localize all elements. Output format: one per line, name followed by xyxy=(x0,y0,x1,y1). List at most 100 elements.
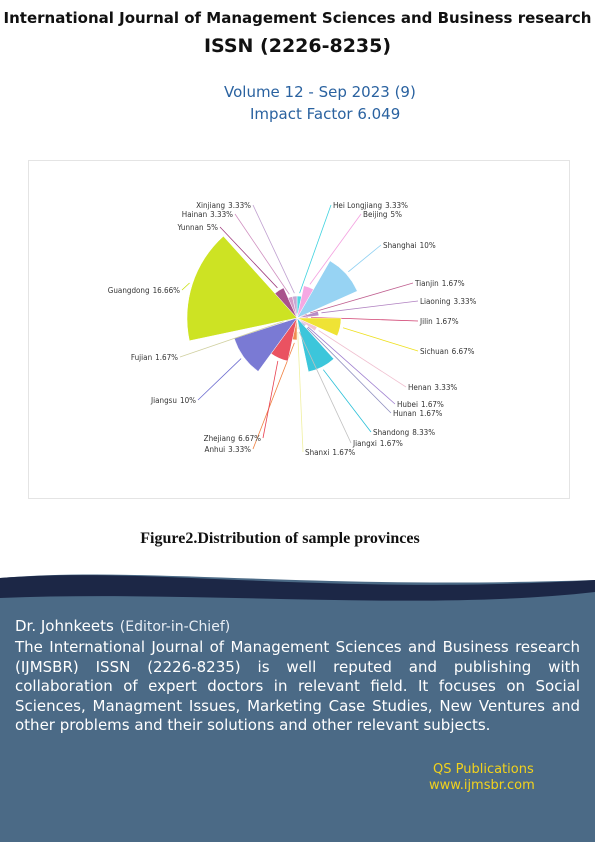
value-label: 3.33% xyxy=(454,297,477,306)
slice-label: Tianjin 1.67% xyxy=(414,279,465,288)
slice-label: Henan 3.33% xyxy=(408,383,457,392)
value-label: 3.33% xyxy=(210,210,233,219)
category-label: Tianjin xyxy=(414,279,439,288)
slice-label: Jilin 1.67% xyxy=(419,317,459,326)
value-label: 3.33% xyxy=(385,201,408,210)
bottom-panel xyxy=(0,574,595,842)
category-label: Jiangsu xyxy=(150,396,177,405)
leader-line xyxy=(219,226,278,289)
leader-line xyxy=(307,326,396,405)
value-label: 6.67% xyxy=(238,434,261,443)
leader-line xyxy=(299,204,332,294)
rose-wedge xyxy=(296,317,342,337)
leader-line xyxy=(306,327,392,414)
category-label: Hei Longjiang xyxy=(333,201,382,210)
slice-label: Jiangxi 1.67% xyxy=(352,439,403,448)
figure-frame xyxy=(28,160,570,499)
value-label: 1.67% xyxy=(380,439,403,448)
leader-line xyxy=(252,204,295,294)
slice-label: Shanxi 1.67% xyxy=(305,448,355,457)
category-label: Sichuan xyxy=(420,347,449,356)
leader-line xyxy=(297,331,304,453)
value-label: 1.67% xyxy=(421,400,444,409)
leader-line xyxy=(309,213,362,285)
value-label: 3.33% xyxy=(228,445,251,454)
journal-title: International Journal of Management Scie… xyxy=(3,9,592,27)
category-label: Anhui xyxy=(205,445,226,454)
slice-label: Xinjiang 3.33% xyxy=(196,201,251,210)
leader-line xyxy=(179,321,284,358)
leader-line xyxy=(321,300,419,314)
rose-wedge xyxy=(296,310,320,319)
category-label: Shanghai xyxy=(383,241,417,250)
value-label: 5% xyxy=(391,210,403,219)
category-label: Shandong xyxy=(373,428,409,437)
category-label: Beijing xyxy=(363,210,388,219)
impact-factor: Impact Factor 6.049 xyxy=(250,105,401,123)
slice-label: Sichuan 6.67% xyxy=(420,347,475,356)
value-label: 1.67% xyxy=(436,317,459,326)
figure-caption: Figure2.Distribution of sample provinces xyxy=(140,530,420,547)
issn: ISSN (2226-8235) xyxy=(203,35,392,57)
category-label: Jilin xyxy=(419,317,433,326)
rose-wedge xyxy=(296,260,358,319)
rose-wedge xyxy=(274,287,298,319)
leader-line xyxy=(262,360,279,439)
category-label: Hubei xyxy=(397,400,418,409)
swoosh xyxy=(0,575,595,601)
value-label: 5% xyxy=(207,223,219,232)
category-label: Guangdong xyxy=(108,286,150,295)
leader-line xyxy=(322,369,372,433)
slice-label: Zhejiang 6.67% xyxy=(204,434,261,443)
slice-label: Hei Longjiang 3.33% xyxy=(333,201,408,210)
publisher-name: QS Publications xyxy=(433,762,534,777)
rose-wedge xyxy=(186,235,298,342)
category-label: Jiangxi xyxy=(352,439,377,448)
leader-line xyxy=(318,330,407,388)
slice-label: Shandong 8.33% xyxy=(373,428,435,437)
panel-background xyxy=(0,574,595,842)
value-label: 3.33% xyxy=(434,383,457,392)
value-label: 1.67% xyxy=(332,448,355,457)
slice-label: Anhui 3.33% xyxy=(205,445,252,454)
slice-label: Beijing 5% xyxy=(363,210,402,219)
value-label: 8.33% xyxy=(412,428,435,437)
value-label: 10% xyxy=(180,396,196,405)
leader-line xyxy=(298,331,352,444)
rose-wedge xyxy=(292,295,298,319)
publisher-url: www.ijmsbr.com xyxy=(429,778,535,793)
slice-label: Hunan 1.67% xyxy=(393,409,443,418)
slice-label: Liaoning 3.33% xyxy=(420,297,477,306)
value-label: 6.67% xyxy=(452,347,475,356)
leader-line xyxy=(181,282,190,291)
editor-name: Dr. Johnkeets xyxy=(15,617,114,635)
category-label: Henan xyxy=(408,383,431,392)
category-label: Zhejiang xyxy=(204,434,235,443)
leader-line xyxy=(309,282,414,314)
rose-wedge xyxy=(296,317,335,373)
category-label: Liaoning xyxy=(420,297,451,306)
category-label: Xinjiang xyxy=(196,201,225,210)
leader-line xyxy=(342,327,419,352)
rose-wedge xyxy=(296,317,318,332)
category-label: Fujian xyxy=(131,353,152,362)
volume: Volume 12 - Sep 2023 (9) xyxy=(224,83,416,101)
value-label: 3.33% xyxy=(228,201,251,210)
chart: Hei Longjiang 3.33%Beijing 5%Shanghai 10%Ti… xyxy=(108,201,477,457)
slice-label: Fujian 1.67% xyxy=(131,353,178,362)
value-label: 1.67% xyxy=(442,279,465,288)
category-label: Shanxi xyxy=(305,448,329,457)
leader-line xyxy=(348,244,382,273)
slice-label: Jiangsu 10% xyxy=(150,396,196,405)
description: The International Journal of Management … xyxy=(15,638,580,734)
category-label: Yunnan xyxy=(176,223,203,232)
value-label: 16.66% xyxy=(153,286,181,295)
category-label: Hunan xyxy=(393,409,417,418)
leader-line xyxy=(197,358,242,401)
value-label: 1.67% xyxy=(420,409,443,418)
slice-label: Hubei 1.67% xyxy=(397,400,444,409)
slice-label: Guangdong 16.66% xyxy=(108,286,180,295)
slice-label: Shanghai 10% xyxy=(383,241,436,250)
value-label: 10% xyxy=(420,241,436,250)
